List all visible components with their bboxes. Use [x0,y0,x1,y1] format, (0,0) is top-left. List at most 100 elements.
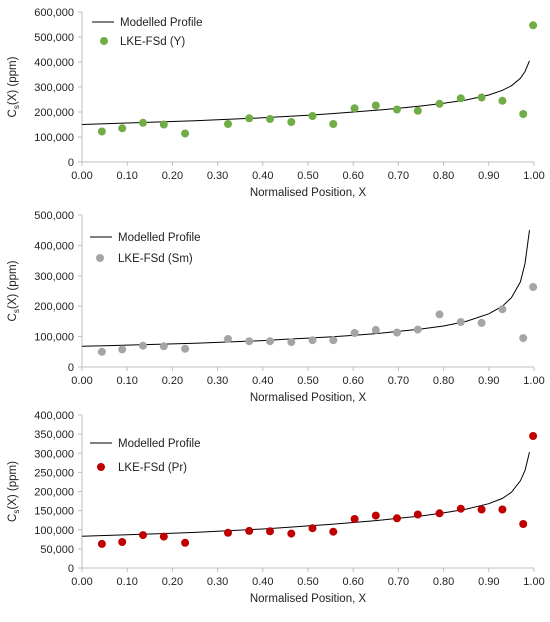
data-point [393,514,401,523]
x-tick-label: 1.00 [523,170,544,182]
data-point [371,511,380,520]
y-tick-label: 300,000 [34,82,74,94]
data-point [224,335,232,343]
y-axis-label-rest: (X) (ppm) [7,260,19,309]
data-point [329,527,338,536]
data-point [287,529,296,538]
y-axis-label-rest: (X) (ppm) [7,56,19,105]
y-tick-label: 400,000 [34,57,74,69]
data-point [329,120,338,128]
y-tick-label: 150,000 [34,506,74,518]
y-tick-label: 0 [68,157,74,169]
x-tick-label: 0.20 [162,170,183,182]
data-point [97,127,106,136]
y-tick-label: 300,000 [34,271,74,283]
data-point [181,129,190,138]
y-axis-label-main: C [7,109,19,117]
y-tick-label: 200,000 [34,487,74,499]
x-tick-label: 0.80 [433,576,454,588]
x-tick-label: 0.20 [162,576,183,588]
x-tick-label: 0.30 [207,170,228,182]
y-axis-label: Cs(X) (ppm) [7,461,21,522]
chart-panel-3: 0 50,000 100,000 150,000 200,000 250,000 300,0… [7,410,545,605]
data-point [498,505,507,514]
x-axis-label: Normalised Position, X [250,392,367,404]
data-point [266,115,274,123]
x-tick-label: 1.00 [523,375,544,387]
data-point [435,99,444,108]
x-tick-label: 0.30 [207,375,228,387]
data-point [287,118,296,126]
legend-point-swatch [100,37,108,45]
data-point [456,504,465,513]
data-point [498,96,507,105]
y-axis-label-subscript: s [12,510,21,514]
data-point [97,539,106,548]
data-point [371,325,380,334]
x-tick-label: 0.80 [433,375,454,387]
data-point [287,338,296,347]
x-tick-label: 0.70 [388,576,409,588]
data-point [435,310,444,319]
legend-point-swatch [96,254,104,262]
y-axis-label-main: C [7,313,19,321]
data-point [139,341,147,350]
legend-label-modelled-profile: Modelled Profile [118,438,200,450]
x-axis-label: Normalised Position, X [250,187,367,199]
data-point [456,318,465,326]
data-point [435,509,444,518]
y-tick-label: 400,000 [34,410,74,422]
legend-label-points: LKE-FSd (Y) [120,36,185,48]
series-line-modelled-profile [81,60,530,125]
y-axis-label: Cs(X) (ppm) [7,56,21,117]
data-point [350,329,359,337]
data-point [329,336,338,345]
y-tick-label: 500,000 [34,32,74,44]
y-tick-label: 100,000 [34,525,74,537]
legend-label-points: LKE-FSd (Sm) [118,253,193,265]
x-tick-label: 0.70 [388,375,409,387]
data-point [350,515,359,523]
y-tick-label: 50,000 [40,544,74,556]
x-tick-label: 0.50 [297,170,318,182]
x-tick-label: 0.00 [71,576,92,588]
series-line-modelled-profile [81,451,530,537]
x-tick-label: 0.60 [342,375,363,387]
data-point [245,526,254,535]
x-tick-label: 0.00 [71,170,92,182]
legend-label-modelled-profile: Modelled Profile [120,17,202,29]
x-tick-label: 0.50 [297,576,318,588]
y-axis-label-rest: (X) (ppm) [7,461,19,510]
y-tick-label: 200,000 [34,301,74,313]
data-point [181,538,190,547]
chart-panel-1: 0 100,000 200,000 300,000 400,000 500,000 600,… [7,7,545,199]
data-point [393,328,401,337]
y-tick-label: 400,000 [34,240,74,252]
y-axis-label: Cs(X) (ppm) [7,260,21,321]
x-axis-label: Normalised Position, X [250,593,367,605]
data-point [477,505,486,514]
y-tick-label: 0 [68,362,74,374]
x-tick-label: 0.40 [252,375,273,387]
legend-point-swatch [97,463,105,471]
data-point [224,120,232,128]
data-point [350,104,359,113]
x-tick-label: 0.90 [478,375,499,387]
x-tick-label: 0.10 [116,170,137,182]
series-line-modelled-profile [81,230,530,347]
data-point [371,101,380,110]
data-point [413,325,422,334]
data-point [159,342,168,351]
x-tick-label: 0.90 [478,170,499,182]
y-axis-label-main: C [7,514,19,522]
x-tick-label: 0.60 [342,170,363,182]
data-point [529,283,538,291]
data-point [266,527,274,536]
y-tick-label: 500,000 [34,210,74,222]
y-tick-label: 350,000 [34,429,74,441]
data-point [413,510,422,519]
data-point [139,118,147,127]
y-tick-label: 200,000 [34,107,74,119]
data-point [245,114,254,123]
data-point [519,110,528,118]
